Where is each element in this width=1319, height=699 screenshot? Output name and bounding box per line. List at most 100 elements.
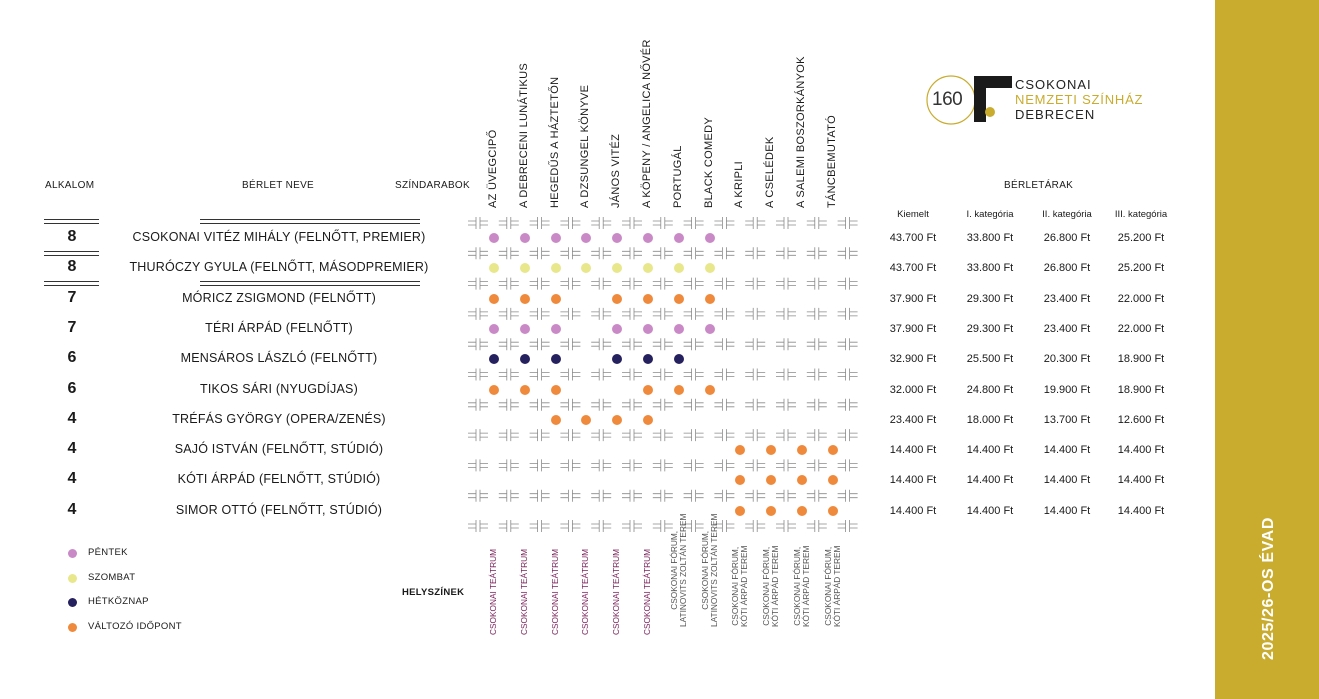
price-value: 14.400 Ft [889, 474, 937, 487]
grid-separator [683, 338, 704, 351]
performance-dot [827, 475, 838, 486]
grid-separator [745, 429, 766, 442]
grid-separator [529, 307, 550, 320]
grid-separator [560, 459, 581, 472]
price-value: 25.200 Ft [1117, 232, 1165, 244]
performance-dot [612, 263, 623, 274]
grid-separator [560, 520, 581, 532]
performance-count: 4 [67, 440, 77, 458]
grid-separator [652, 217, 673, 229]
grid-separator [468, 217, 488, 229]
performance-count: 4 [67, 500, 77, 518]
grid-separator [591, 247, 612, 260]
grid-separator [560, 398, 581, 411]
performance-dot [519, 323, 530, 334]
premier-rule-line [200, 223, 420, 224]
performance-dot [704, 263, 715, 274]
grid-separator [591, 489, 612, 502]
price-value: 26.800 Ft [1043, 262, 1091, 275]
legend-label-friday: PÉNTEK [88, 547, 128, 558]
performance-dot [735, 475, 746, 486]
performance-dot [519, 293, 530, 304]
price-value: 14.400 Ft [1043, 504, 1091, 517]
performance-count: 4 [67, 470, 77, 488]
performance-dot [489, 354, 499, 365]
grid-separator [776, 429, 796, 442]
grid-separator [622, 398, 642, 411]
price-value: 14.400 Ft [1043, 474, 1091, 487]
grid-separator [683, 520, 704, 532]
price-category-label: III. kategória [1114, 209, 1168, 220]
grid-separator [591, 520, 612, 532]
performance-dot [704, 233, 715, 243]
price-value: 14.400 Ft [1117, 504, 1165, 517]
price-value: 33.800 Ft [966, 232, 1014, 244]
grid-separator [652, 459, 673, 472]
subscription-name: SAJÓ ISTVÁN (FELNŐTT, STÚDIÓ) [174, 442, 384, 457]
grid-separator [837, 520, 858, 532]
grid-separator [560, 247, 581, 260]
header-berlet-neve: BÉRLET NEVE [242, 180, 315, 191]
header-alkalom: ALKALOM [45, 180, 95, 191]
venue-label: CSOKONAI TEÁTRUM [611, 548, 622, 635]
grid-separator [529, 489, 550, 502]
grid-separator [468, 459, 488, 472]
legend-dot-saturday [68, 573, 77, 583]
grid-separator [529, 429, 550, 442]
price-value: 14.400 Ft [966, 504, 1014, 517]
grid-separator [498, 489, 519, 502]
price-value: 37.900 Ft [889, 292, 937, 305]
grid-separator [837, 307, 858, 320]
subscription-name: KÓTI ÁRPÁD (FELNŐTT, STÚDIÓ) [177, 472, 381, 487]
price-value: 23.400 Ft [889, 413, 937, 426]
grid-separator [714, 398, 735, 411]
price-value: 14.400 Ft [966, 444, 1014, 457]
performance-dot [797, 445, 807, 456]
grid-separator [560, 307, 581, 320]
grid-separator [745, 489, 766, 502]
grid-separator [591, 307, 612, 320]
performance-dot [581, 233, 592, 243]
performance-dot [519, 384, 530, 395]
grid-separator [622, 429, 642, 442]
venue-label: CSOKONAI FÓRUM, LATINOVITS ZOLTÁN TEREM [699, 513, 719, 627]
performance-dot [643, 414, 653, 425]
price-value: 19.900 Ft [1043, 383, 1091, 396]
subscription-name: TIKOS SÁRI (NYUGDÍJAS) [200, 381, 358, 396]
subscription-name: TRÉFÁS GYÖRGY (OPERA/ZENÉS) [172, 411, 386, 426]
logo-line-1: CSOKONAI [1015, 77, 1092, 92]
grid-separator [745, 217, 766, 229]
premier-rule-line [200, 281, 420, 282]
performance-count: 6 [67, 349, 77, 367]
grid-separator [683, 489, 704, 502]
performance-dot [550, 263, 561, 274]
grid-separator [776, 307, 796, 320]
performance-dot [550, 384, 561, 395]
grid-separator [683, 277, 704, 290]
grid-separator [714, 429, 735, 442]
grid-separator [560, 217, 581, 229]
price-value: 14.400 Ft [889, 504, 937, 517]
price-value: 23.400 Ft [1043, 322, 1091, 335]
season-side-band [1215, 0, 1319, 699]
grid-separator [837, 429, 858, 442]
grid-separator [745, 247, 766, 260]
performance-dot [827, 445, 838, 456]
performance-count: 6 [67, 379, 77, 397]
grid-separator [837, 338, 858, 351]
price-category-label: Kiemelt [897, 209, 929, 220]
grid-separator [468, 368, 488, 381]
grid-separator [837, 247, 858, 260]
grid-separator [652, 247, 673, 260]
grid-separator [622, 368, 642, 381]
grid-separator [837, 368, 858, 381]
grid-separator [529, 217, 550, 229]
price-value: 20.300 Ft [1043, 353, 1091, 366]
grid-separator [529, 277, 550, 290]
subscription-name: CSOKONAI VITÉZ MIHÁLY (FELNŐTT, PREMIER) [132, 230, 426, 244]
grid-separator [591, 459, 612, 472]
performance-dot [581, 414, 592, 425]
performance-dot [797, 505, 807, 516]
performance-dot [735, 505, 746, 516]
